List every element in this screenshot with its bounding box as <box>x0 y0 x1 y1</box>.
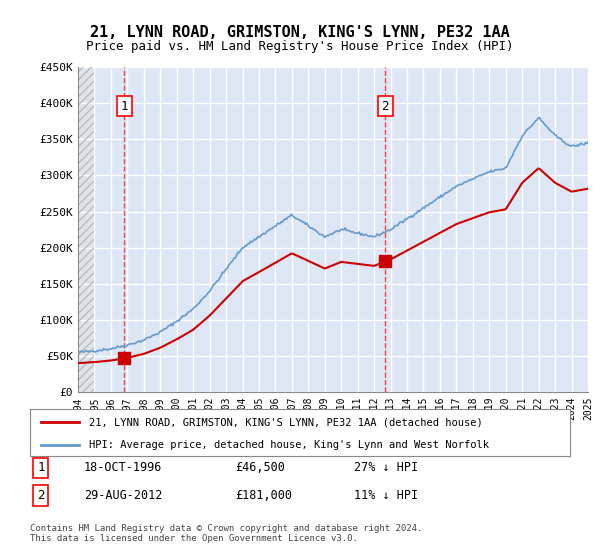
Text: 27% ↓ HPI: 27% ↓ HPI <box>354 461 418 474</box>
Text: HPI: Average price, detached house, King's Lynn and West Norfolk: HPI: Average price, detached house, King… <box>89 440 490 450</box>
Text: 21, LYNN ROAD, GRIMSTON, KING'S LYNN, PE32 1AA: 21, LYNN ROAD, GRIMSTON, KING'S LYNN, PE… <box>90 25 510 40</box>
Bar <box>78 67 94 392</box>
Text: 2: 2 <box>37 489 44 502</box>
Text: 21, LYNN ROAD, GRIMSTON, KING'S LYNN, PE32 1AA (detached house): 21, LYNN ROAD, GRIMSTON, KING'S LYNN, PE… <box>89 417 483 427</box>
Bar <box>78 67 94 392</box>
Text: Price paid vs. HM Land Registry's House Price Index (HPI): Price paid vs. HM Land Registry's House … <box>86 40 514 53</box>
Text: 18-OCT-1996: 18-OCT-1996 <box>84 461 163 474</box>
Text: £46,500: £46,500 <box>235 461 285 474</box>
Text: £181,000: £181,000 <box>235 489 292 502</box>
Text: 1: 1 <box>121 100 128 113</box>
Text: 11% ↓ HPI: 11% ↓ HPI <box>354 489 418 502</box>
Text: 2: 2 <box>382 100 389 113</box>
Text: Contains HM Land Registry data © Crown copyright and database right 2024.
This d: Contains HM Land Registry data © Crown c… <box>30 524 422 543</box>
Text: 29-AUG-2012: 29-AUG-2012 <box>84 489 163 502</box>
Text: 1: 1 <box>37 461 44 474</box>
